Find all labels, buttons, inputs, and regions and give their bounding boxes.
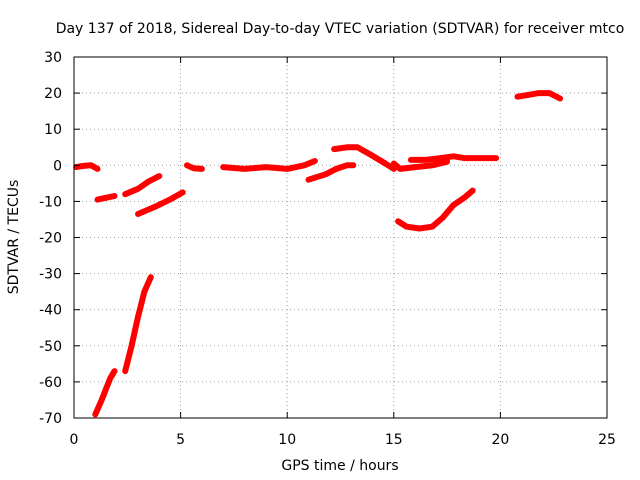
x-tick-label: 5 — [176, 432, 185, 448]
y-tick-label: 10 — [44, 122, 62, 138]
series-arc-5 — [122, 173, 163, 198]
y-tick-label: -60 — [39, 375, 62, 391]
series-arc-7 — [184, 162, 205, 172]
y-tick-label: -50 — [39, 339, 62, 355]
y-tick-label: 20 — [44, 86, 62, 102]
series-arc-3 — [94, 193, 118, 203]
series-arc-1 — [73, 162, 101, 172]
series-arc-4 — [122, 274, 154, 375]
series-arc-14 — [514, 90, 564, 102]
series-arc-6 — [135, 189, 186, 217]
series-arc-8 — [220, 158, 318, 172]
series-arc-2 — [92, 368, 118, 418]
y-axis-label: SDTVAR / TECUs — [6, 180, 22, 295]
y-tick-label: 30 — [44, 50, 62, 66]
y-tick-label: -70 — [39, 411, 62, 427]
series-arc-10 — [331, 144, 397, 172]
chart-title: Day 137 of 2018, Sidereal Day-to-day VTE… — [56, 21, 625, 37]
y-tick-label: 0 — [53, 158, 62, 174]
x-tick-label: 10 — [278, 432, 296, 448]
y-tick-label: -40 — [39, 303, 62, 319]
series-arc-13 — [407, 153, 500, 163]
series-arc-12 — [395, 187, 476, 232]
series-layer — [73, 90, 564, 418]
x-axis-label: GPS time / hours — [281, 458, 398, 474]
x-tick-label: 20 — [491, 432, 509, 448]
y-tick-label: -10 — [39, 194, 62, 210]
series-arc-11 — [390, 158, 451, 172]
tick-layer: 0 5 10 15 20 25 -70 -60 -50 -40 -30 -20 -10 0 10 20 30 — [39, 50, 616, 448]
y-tick-label: -20 — [39, 231, 62, 247]
series-arc-9 — [305, 162, 357, 183]
y-tick-label: -30 — [39, 267, 62, 283]
x-tick-label: 15 — [385, 432, 403, 448]
grid-layer — [74, 57, 607, 418]
x-tick-label: 0 — [70, 432, 79, 448]
x-tick-label: 25 — [598, 432, 616, 448]
